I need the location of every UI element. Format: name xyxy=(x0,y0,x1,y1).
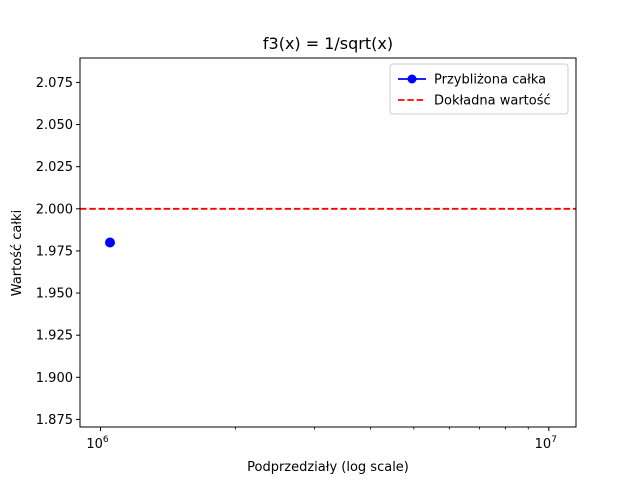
plot-area xyxy=(80,207,576,248)
legend-handle-approx-marker xyxy=(407,74,417,84)
y-tick-label: 2.075 xyxy=(36,76,73,91)
chart-title: f3(x) = 1/sqrt(x) xyxy=(263,34,393,53)
x-tick-label-exponent: 6 xyxy=(103,435,109,445)
x-tick-label: 106 xyxy=(86,435,109,452)
y-axis-label: Wartość całki xyxy=(10,210,25,296)
y-tick-label: 1.875 xyxy=(36,413,73,428)
y-tick-label: 1.975 xyxy=(36,244,73,259)
x-tick-label-base: 10 xyxy=(86,437,103,452)
y-tick-label: 1.900 xyxy=(36,371,73,386)
y-tick-label: 2.000 xyxy=(36,202,73,217)
axes-frame xyxy=(79,57,577,428)
data-point xyxy=(105,237,116,248)
x-tick-label-exponent: 7 xyxy=(551,435,557,445)
x-tick-label-base: 10 xyxy=(535,437,552,452)
legend: Przybliżona całka Dokładna wartość xyxy=(389,63,569,115)
y-tick-label: 1.950 xyxy=(36,287,73,302)
y-tick-label: 1.925 xyxy=(36,329,73,344)
legend-label: Przybliżona całka xyxy=(434,73,546,88)
y-tick-label: 2.025 xyxy=(36,160,73,175)
x-tick-label: 107 xyxy=(535,435,557,452)
legend-label: Dokładna wartość xyxy=(434,94,551,109)
x-axis-label: Podprzedziały (log scale) xyxy=(247,460,409,475)
y-tick-label: 2.050 xyxy=(36,118,73,133)
legend-box xyxy=(389,63,569,115)
